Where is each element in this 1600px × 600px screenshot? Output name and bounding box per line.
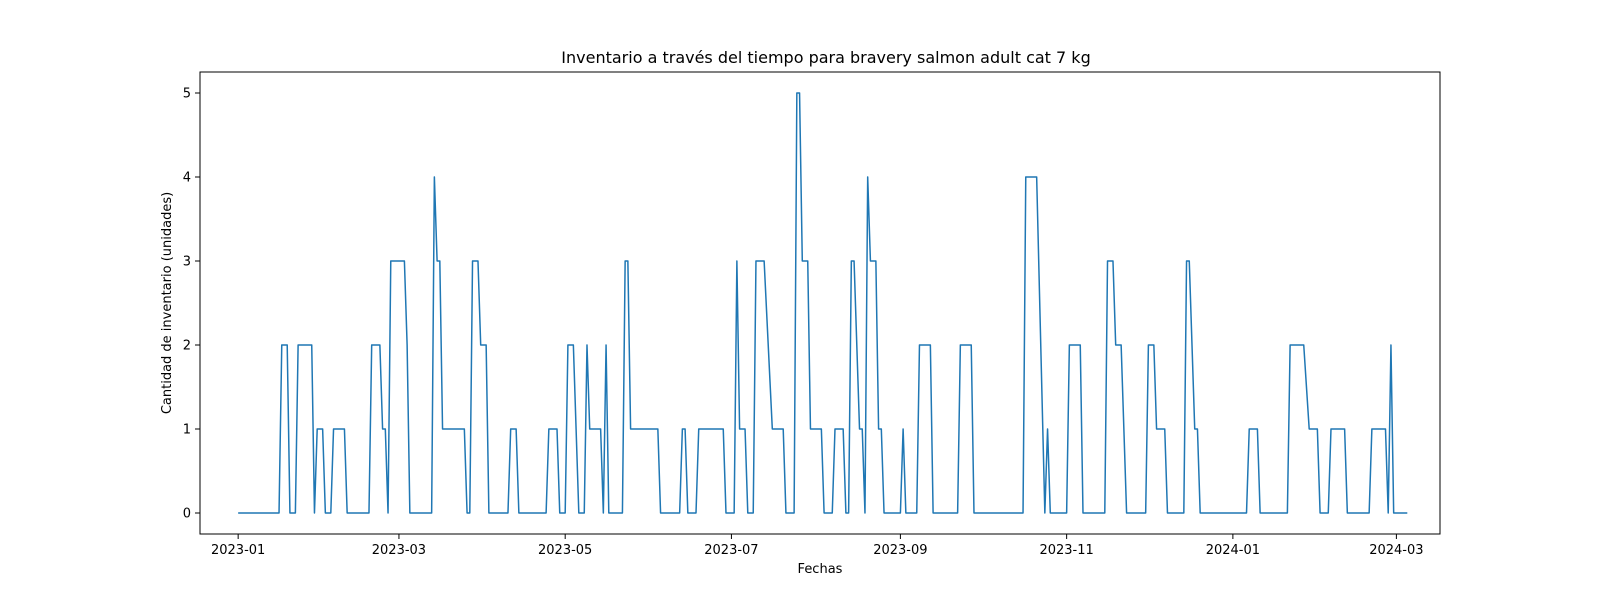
x-tick-label: 2023-07	[704, 543, 758, 558]
y-tick-label: 4	[183, 171, 191, 186]
series-line-0	[238, 92, 1408, 514]
x-tick-label: 2023-05	[538, 543, 592, 558]
plot-area	[238, 92, 1408, 514]
y-axis: 0 1 2 3 4 5	[183, 87, 200, 522]
x-tick-label: 2024-01	[1206, 543, 1260, 558]
axes-frame	[199, 71, 1441, 535]
x-tick-label: 2023-03	[372, 543, 426, 558]
y-tick-label: 3	[183, 255, 191, 270]
y-tick-label: 2	[183, 339, 191, 354]
y-axis-label: Cantidad de inventario (unidades)	[160, 192, 175, 414]
x-tick-label: 2023-11	[1039, 543, 1093, 558]
x-axis: 2023-01 2023-03 2023-05 2023-07 2023-09 2023-…	[211, 534, 1424, 558]
y-tick-label: 1	[183, 423, 191, 438]
x-axis-label: Fechas	[798, 562, 843, 577]
x-tick-label: 2023-09	[873, 543, 927, 558]
y-tick-label: 0	[183, 507, 191, 522]
x-tick-label: 2023-01	[211, 543, 265, 558]
x-tick-label: 2024-03	[1369, 543, 1423, 558]
chart-title: Inventario a través del tiempo para brav…	[561, 48, 1090, 67]
y-tick-label: 5	[183, 87, 191, 102]
